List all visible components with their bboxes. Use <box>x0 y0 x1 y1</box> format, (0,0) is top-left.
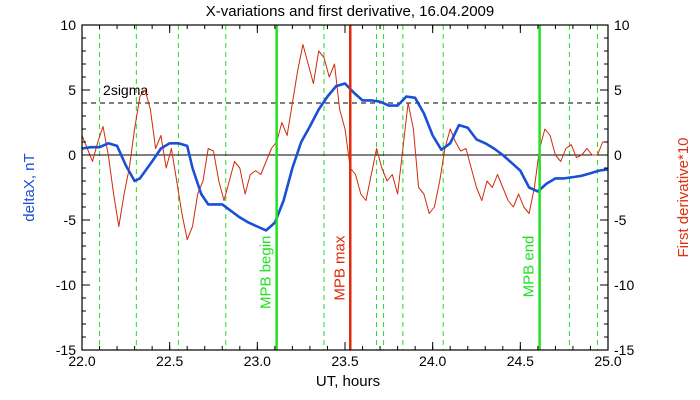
event-label: MPB begin <box>258 236 275 309</box>
dashed-marker-layer <box>99 25 598 350</box>
y-tick-label-left: -10 <box>56 277 76 293</box>
x-tick-label: 25.0 <box>594 353 621 369</box>
y-tick-label-right: -15 <box>614 342 634 358</box>
x-tick-label: 22.5 <box>156 353 183 369</box>
x-tick-label: 23.0 <box>244 353 271 369</box>
y-tick-label-right: 0 <box>614 147 622 163</box>
tick-layer: 22.0 22.5 23.0 23.5 24.0 24.5 25.0-15 -15-10 -10… <box>56 17 635 369</box>
y-tick-label-right: 5 <box>614 82 622 98</box>
event-label: MPB max <box>331 235 348 301</box>
event-layer: MPB begin MPB max MPB end <box>258 25 541 350</box>
x-tick-label: 24.5 <box>507 353 534 369</box>
y-tick-label-right: -10 <box>614 277 634 293</box>
y-tick-label-right: 10 <box>614 17 630 33</box>
series-layer <box>81 44 609 240</box>
y-tick-label-left: 5 <box>68 82 76 98</box>
y-tick-label-left: 10 <box>60 17 76 33</box>
y-tick-label-left: 0 <box>68 147 76 163</box>
event-label: MPB end <box>521 236 538 298</box>
x-tick-label: 22.0 <box>68 353 95 369</box>
series-line-derivative <box>81 44 608 240</box>
y-tick-label-left: -15 <box>56 342 76 358</box>
y-axis-label-right: First derivative*10 <box>675 137 692 257</box>
y-axis-label-left: deltaX, nT <box>21 153 38 221</box>
y-tick-label-right: -5 <box>614 212 627 228</box>
threshold-label: 2sigma <box>103 82 148 98</box>
x-axis-label: UT, hours <box>316 373 380 390</box>
series-line-deltax <box>81 82 609 232</box>
x-tick-label: 24.0 <box>419 353 446 369</box>
chart-title: X-variations and first derivative, 16.04… <box>206 3 495 20</box>
x-tick-label: 23.5 <box>331 353 358 369</box>
y-tick-label-left: -5 <box>64 212 77 228</box>
